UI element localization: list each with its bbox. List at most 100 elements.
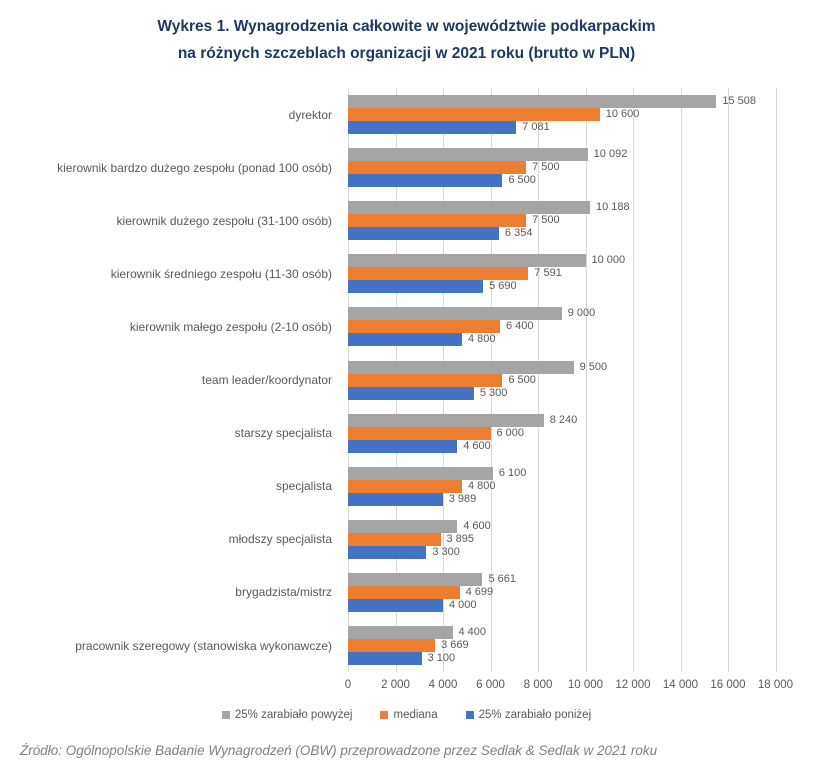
bar bbox=[348, 95, 717, 108]
bar bbox=[348, 267, 529, 281]
x-axis-tick-label: 16 000 bbox=[710, 679, 746, 691]
legend-marker-below bbox=[465, 711, 474, 719]
bar-value-label: 6 100 bbox=[498, 466, 527, 479]
bar-value-label: 6 000 bbox=[496, 426, 525, 439]
bar bbox=[348, 626, 453, 639]
bar bbox=[348, 227, 499, 241]
bar-value-label: 7 081 bbox=[522, 121, 550, 133]
bar bbox=[348, 545, 427, 559]
bar bbox=[348, 214, 527, 228]
legend-label-above: 25% zarabiało powyżej bbox=[234, 709, 353, 721]
bar-value-label: 3 895 bbox=[446, 532, 475, 545]
bar-value-label: 5 690 bbox=[489, 280, 517, 293]
bar bbox=[348, 320, 500, 334]
bar-value-label: 3 300 bbox=[432, 545, 460, 558]
bar bbox=[348, 572, 483, 586]
bar bbox=[348, 386, 474, 400]
bar-value-label: 3 100 bbox=[427, 652, 456, 664]
bar bbox=[348, 585, 460, 599]
gridline bbox=[633, 88, 634, 672]
category-label: kierownik małego zespołu (2-10 osób) bbox=[129, 319, 332, 334]
bar bbox=[348, 121, 517, 134]
bar-value-label: 8 240 bbox=[549, 413, 578, 426]
bar-value-label: 9 000 bbox=[567, 307, 596, 320]
x-axis-tick-label: 10 000 bbox=[567, 679, 604, 691]
gridline bbox=[728, 88, 729, 672]
bar bbox=[348, 201, 590, 215]
bar bbox=[348, 333, 462, 347]
category-label: team leader/koordynator bbox=[201, 373, 332, 387]
bar bbox=[348, 373, 503, 387]
bar bbox=[348, 108, 600, 121]
x-axis-tick-label: 6 000 bbox=[476, 679, 505, 691]
category-axis: dyrektor kierownik bardzo dużego zespołu … bbox=[0, 88, 340, 672]
x-axis-tick-label: 0 bbox=[344, 679, 352, 691]
bar-value-label: 10 092 bbox=[593, 148, 628, 161]
bar bbox=[348, 439, 458, 453]
source-note: Źródło: Ogólnopolskie Badanie Wynagrodze… bbox=[20, 743, 658, 758]
legend-item-below: 25% zarabiało poniżej bbox=[465, 709, 592, 721]
legend-item-median: mediana bbox=[380, 709, 438, 721]
gridline bbox=[538, 88, 539, 672]
bar bbox=[348, 519, 458, 533]
bar-value-label: 7 500 bbox=[532, 161, 560, 174]
x-axis-tick-label: 8 000 bbox=[523, 679, 553, 691]
bar bbox=[348, 254, 586, 268]
bar-value-label: 4 800 bbox=[468, 333, 496, 346]
bar-value-label: 4 400 bbox=[458, 626, 487, 638]
bar bbox=[348, 652, 422, 665]
gridline bbox=[775, 88, 777, 672]
chart-title: Wykres 1. Wynagrodzenia całkowite w woje… bbox=[0, 13, 813, 67]
category-label: kierownik bardzo dużego zespołu (ponad 1… bbox=[57, 160, 332, 175]
bar-value-label: 5 661 bbox=[488, 572, 516, 585]
category-label: kierownik średniego zespołu (11-30 osób) bbox=[110, 266, 332, 281]
bar-value-label: 5 300 bbox=[479, 386, 508, 399]
legend-marker-median bbox=[380, 711, 389, 719]
bar bbox=[348, 639, 436, 652]
bar-value-label: 6 500 bbox=[508, 373, 536, 386]
bar bbox=[348, 479, 462, 493]
legend-label-below: 25% zarabiało poniżej bbox=[478, 709, 592, 721]
bar-value-label: 3 669 bbox=[441, 639, 469, 651]
x-axis-tick-label: 2 000 bbox=[381, 679, 410, 691]
bar bbox=[348, 174, 503, 188]
bar-value-label: 6 354 bbox=[504, 227, 533, 240]
bar-value-label: 7 591 bbox=[534, 267, 562, 280]
bar bbox=[348, 307, 562, 321]
bar bbox=[348, 532, 441, 546]
category-label: starszy specjalista bbox=[234, 426, 332, 441]
bar-value-label: 4 000 bbox=[449, 598, 477, 611]
bar-value-label: 4 600 bbox=[463, 519, 491, 532]
gridline bbox=[585, 88, 587, 672]
plot-area: 15 508 10 600 7 081 10 092 7 500 6 500 10 188 7… bbox=[348, 88, 785, 672]
category-label: pracownik szeregowy (stanowiska wykonawc… bbox=[75, 638, 332, 653]
bar-value-label: 7 500 bbox=[532, 214, 560, 227]
x-axis: 0 2 000 4 000 6 000 8 000 10 000 12 000 14 000 1… bbox=[344, 679, 793, 695]
bar-value-label: 6 500 bbox=[508, 174, 536, 187]
bar bbox=[348, 598, 443, 612]
bar-value-label: 6 400 bbox=[506, 320, 534, 333]
bar bbox=[348, 492, 443, 506]
bar-value-label: 10 600 bbox=[605, 108, 640, 120]
bar-value-label: 15 508 bbox=[722, 95, 756, 107]
x-axis-tick-label: 18 000 bbox=[757, 679, 794, 691]
bar-value-label: 9 500 bbox=[579, 360, 608, 373]
legend-marker-above bbox=[221, 711, 230, 719]
bar-value-label: 3 989 bbox=[448, 492, 477, 505]
category-label: brygadzista/mistrz bbox=[235, 585, 332, 600]
bar bbox=[348, 360, 574, 374]
bar-value-label: 4 699 bbox=[465, 585, 494, 598]
category-label: dyrektor bbox=[288, 107, 332, 122]
x-axis-tick-label: 12 000 bbox=[615, 679, 651, 691]
x-axis-tick-label: 14 000 bbox=[662, 679, 699, 691]
gridline bbox=[680, 88, 682, 672]
bar-value-label: 4 800 bbox=[468, 479, 496, 492]
bar bbox=[348, 148, 588, 162]
category-label: specjalista bbox=[275, 479, 332, 494]
bar bbox=[348, 413, 544, 427]
bar bbox=[348, 426, 491, 440]
bar-value-label: 10 188 bbox=[595, 201, 630, 214]
category-label: kierownik dużego zespołu (31-100 osób) bbox=[116, 213, 332, 228]
category-label: młodszy specjalista bbox=[228, 532, 332, 547]
bar-value-label: 4 600 bbox=[463, 439, 491, 452]
